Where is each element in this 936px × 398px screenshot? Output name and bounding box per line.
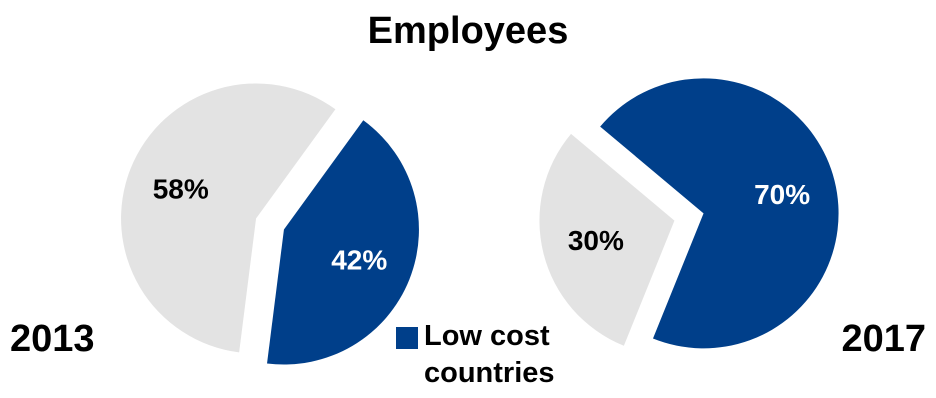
- year-label-2017: 2017: [841, 318, 926, 360]
- pie-2017-slice-0: [600, 78, 839, 349]
- pie-2017-data-label-0: 70%: [754, 179, 810, 210]
- chart-title: Employees: [367, 10, 569, 52]
- legend-label: Low cost countries: [424, 320, 555, 389]
- pie-2013-data-label-1: 58%: [153, 174, 209, 205]
- year-label-2013: 2013: [10, 318, 95, 360]
- legend-swatch: [396, 327, 418, 349]
- pie-2013-data-label-0: 42%: [331, 244, 387, 275]
- pie-2013-slice-1: [121, 83, 336, 353]
- pie-2017-data-label-1: 30%: [568, 225, 624, 256]
- pie-2017-slice-1: [539, 133, 675, 346]
- pie-2013-slice-0: [267, 120, 419, 365]
